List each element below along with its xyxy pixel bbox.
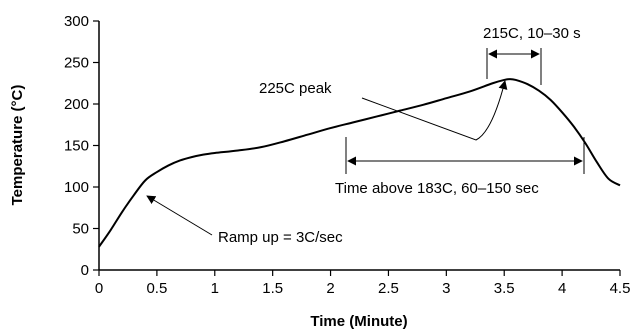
x-tick-label: 4.5 xyxy=(610,280,631,297)
x-tick-label: 1.5 xyxy=(262,280,283,297)
peak-label: 225C peak xyxy=(259,80,332,97)
peak-arrow xyxy=(361,80,508,141)
y-tick-label: 50 xyxy=(72,221,89,238)
y-tick-label: 150 xyxy=(64,138,89,155)
x-tick-label: 3.5 xyxy=(494,280,515,297)
x-tick-label: 0 xyxy=(95,280,103,297)
x-tick-label: 4 xyxy=(558,280,566,297)
ramp-up-arrow xyxy=(146,195,213,236)
axes xyxy=(98,21,620,271)
x-tick-label: 0.5 xyxy=(146,280,167,297)
y-ticks: 0 50 100 150 200 250 300 xyxy=(64,13,99,279)
temperature-profile-line xyxy=(98,78,621,248)
y-tick-label: 0 xyxy=(81,262,89,279)
y-tick-label: 200 xyxy=(64,96,89,113)
x-tick-label: 1 xyxy=(211,280,219,297)
y-axis-title: Temperature (°C) xyxy=(9,85,26,206)
x-tick-label: 3 xyxy=(442,280,450,297)
series-layer xyxy=(98,78,621,248)
y-tick-label: 300 xyxy=(64,13,89,30)
x-tick-label: 2.5 xyxy=(378,280,399,297)
x-ticks: 0 0.5 1 1.5 2 2.5 3 3.5 4 4.5 xyxy=(95,270,631,297)
y-tick-label: 100 xyxy=(64,179,89,196)
window-215-label: 215C, 10–30 s xyxy=(483,25,581,42)
above-183-label: Time above 183C, 60–150 sec xyxy=(335,180,539,197)
annotations: Ramp up = 3C/sec 225C peak 215C, 10–30 s… xyxy=(146,25,585,246)
x-tick-label: 2 xyxy=(326,280,334,297)
x-axis-title: Time (Minute) xyxy=(310,313,407,330)
y-tick-label: 250 xyxy=(64,55,89,72)
ramp-up-label: Ramp up = 3C/sec xyxy=(218,229,343,246)
